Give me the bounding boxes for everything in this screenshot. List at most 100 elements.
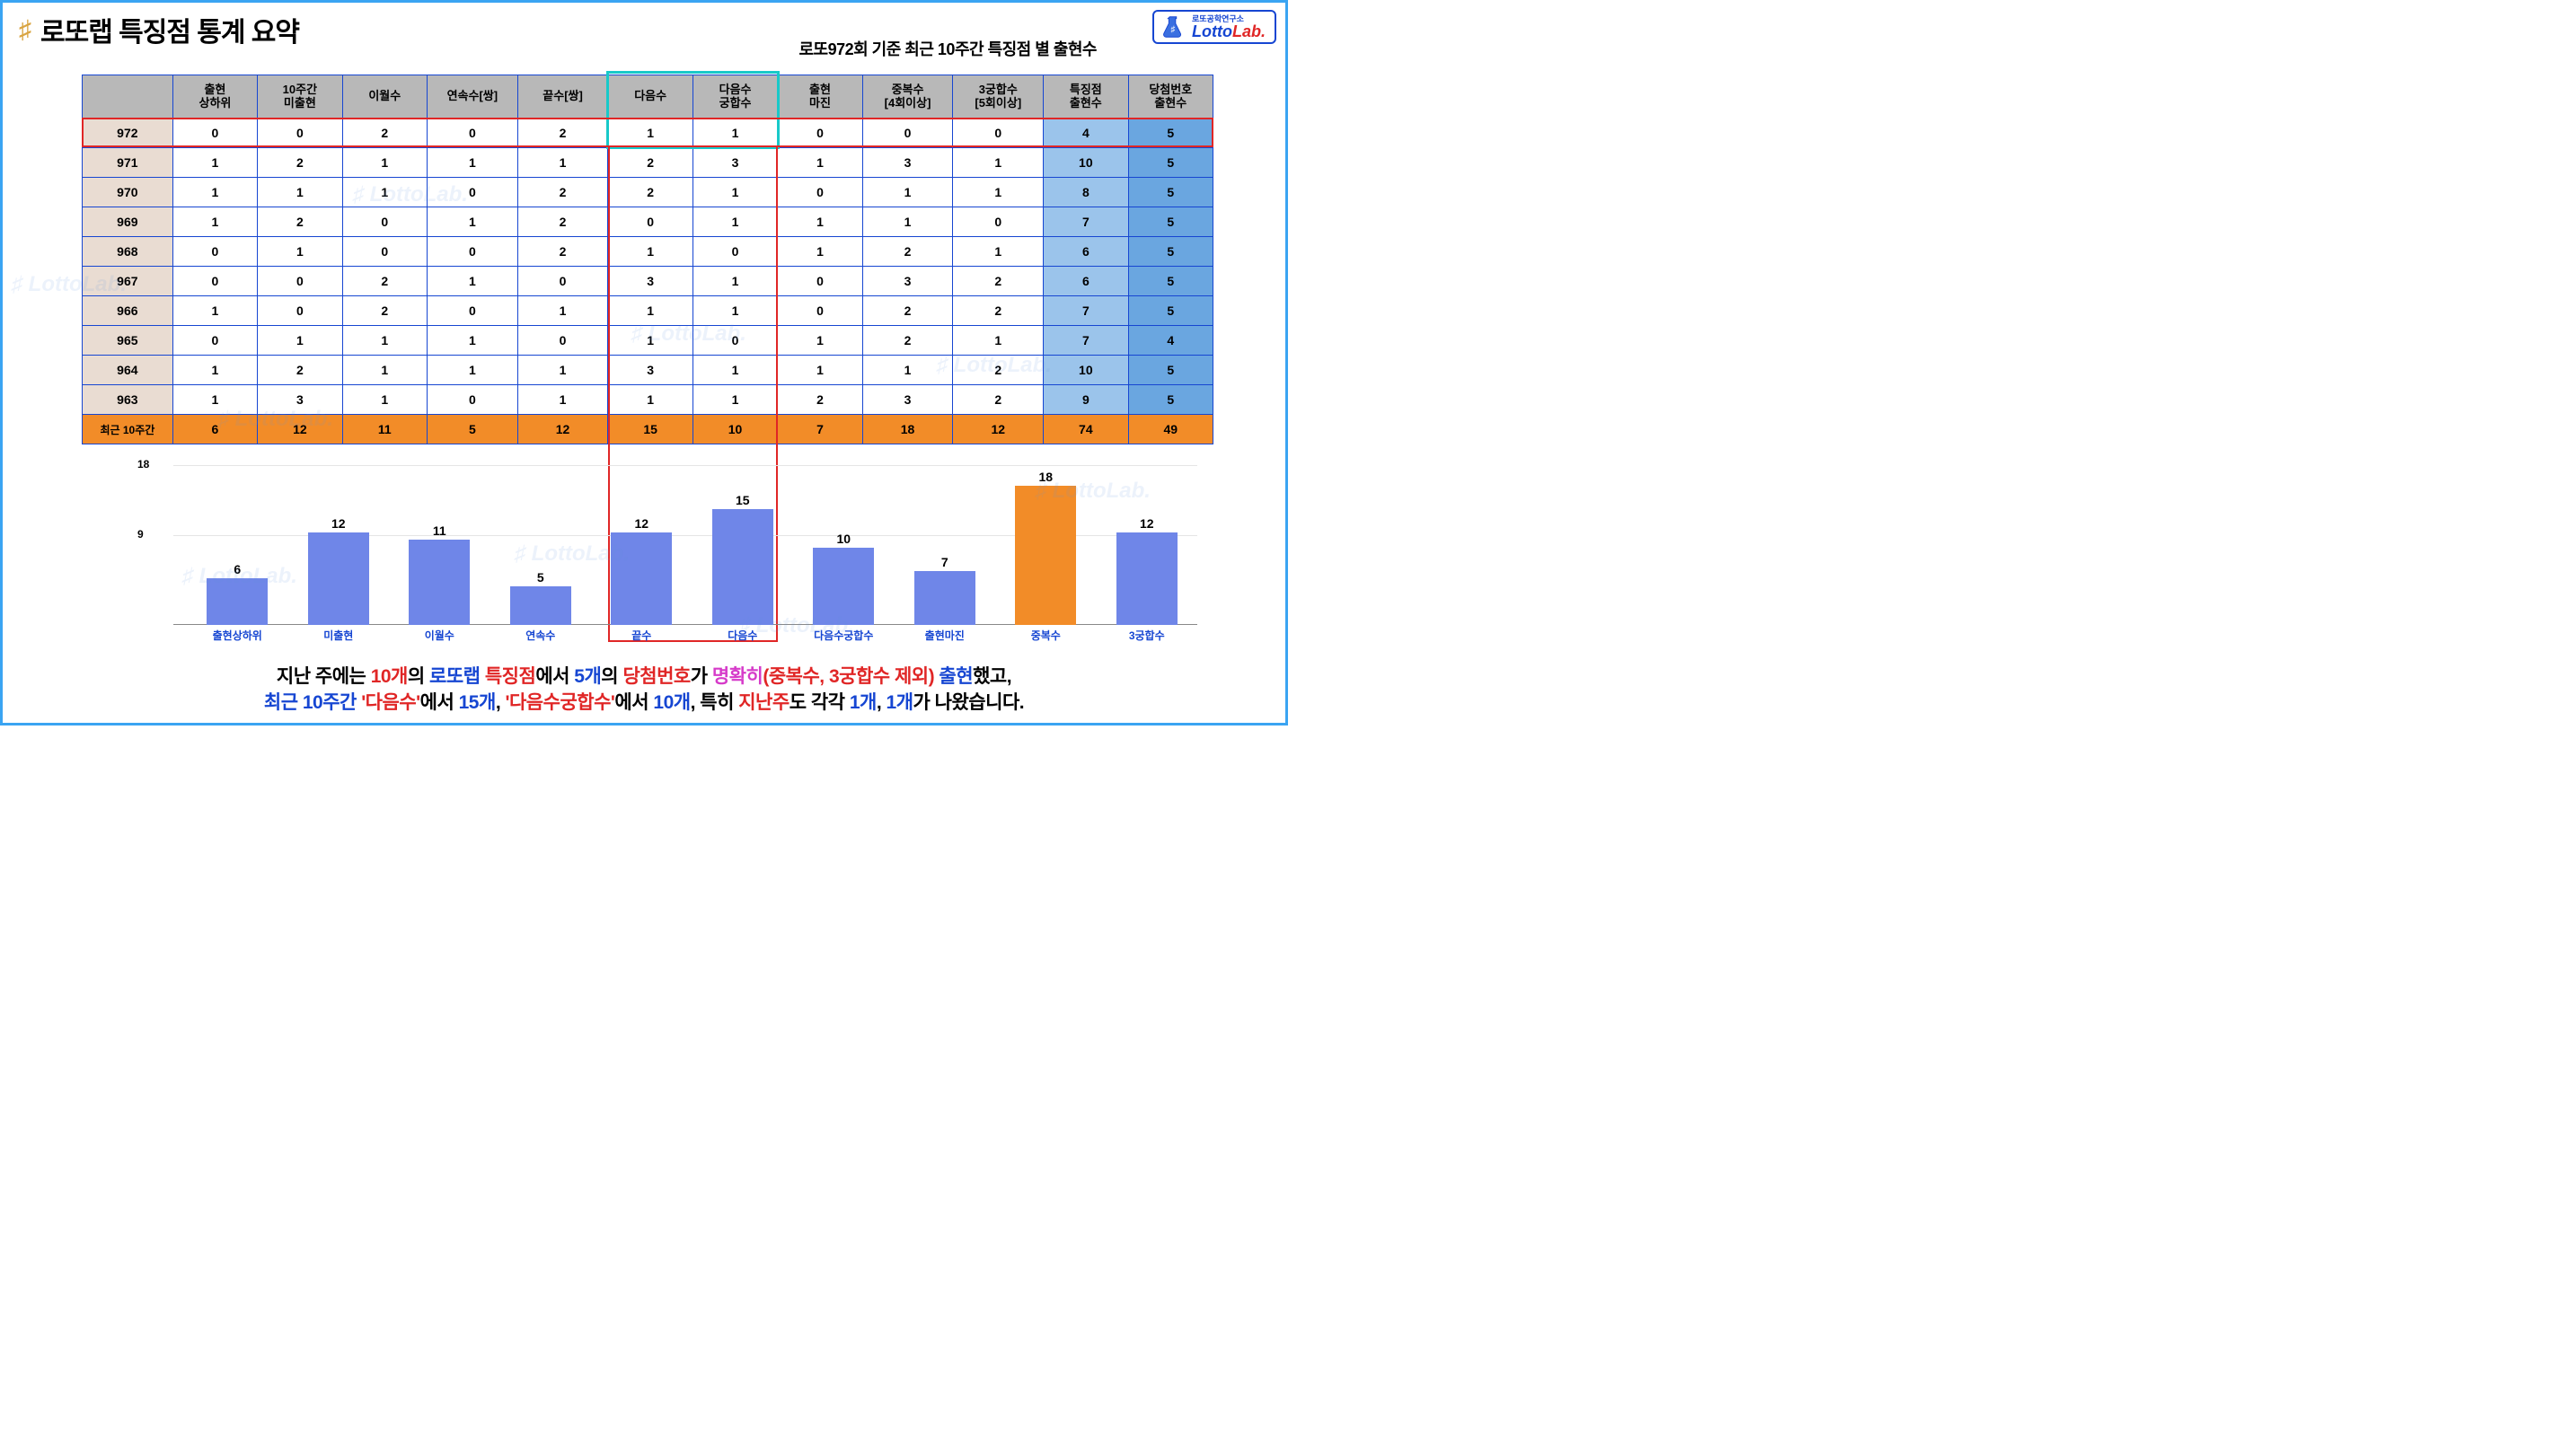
row-round-label: 964 (83, 356, 173, 385)
table-cell: 1 (427, 356, 517, 385)
table-col-header: 특징점출현수 (1044, 75, 1128, 119)
bar-category-label: 이월수 (425, 628, 454, 643)
table-cell: 1 (953, 178, 1044, 207)
footer-text: 지난 주에는 10개의 로또랩 특징점에서 5개의 당첨번호가 명확히(중복수,… (3, 664, 1285, 716)
table-cell: 3 (258, 385, 342, 415)
table-cell: 1 (693, 267, 777, 296)
row-round-label: 965 (83, 326, 173, 356)
table-cell: 3 (862, 148, 953, 178)
table-cell: 1 (342, 385, 427, 415)
bar-value-label: 12 (634, 516, 648, 531)
footer-segment: 10개 (371, 666, 408, 687)
table-footer: 최근 10주간612115121510718127449 (83, 415, 1213, 444)
row-round-label: 968 (83, 237, 173, 267)
table-cell: 2 (953, 385, 1044, 415)
bar (914, 571, 975, 625)
table-cell: 9 (1044, 385, 1128, 415)
table-cell: 0 (342, 207, 427, 237)
footer-segment: 지난 주에는 (277, 666, 371, 687)
table-cell: 7 (1044, 326, 1128, 356)
footer-segment: '다음수궁합수' (505, 692, 614, 713)
bar-slot: 18중복수 (995, 465, 1097, 625)
table-row: 967002103103265 (83, 267, 1213, 296)
table-cell: 5 (1128, 356, 1213, 385)
footer-segment: 했고, (973, 666, 1011, 687)
table-cell: 2 (258, 356, 342, 385)
table-cell: 1 (608, 296, 693, 326)
table-cell: 4 (1128, 326, 1213, 356)
table-cell: 1 (862, 178, 953, 207)
table-cell: 2 (258, 148, 342, 178)
table-cell: 1 (517, 385, 608, 415)
table-cell: 0 (427, 237, 517, 267)
bar-category-label: 미출현 (323, 628, 353, 643)
table-cell: 2 (608, 148, 693, 178)
table-cell: 0 (953, 119, 1044, 148)
table-cell: 2 (862, 296, 953, 326)
bar-value-label: 11 (433, 523, 446, 538)
bar (308, 532, 369, 625)
subtitle: 로또972회 기준 최근 10주간 특징점 별 출현수 (798, 37, 1097, 60)
bar-category-label: 끝수 (631, 628, 651, 643)
footer-cell: 12 (517, 415, 608, 444)
table-col-header: 3궁합수[5회이상] (953, 75, 1044, 119)
table-cell: 1 (172, 207, 257, 237)
table-col-header: 당첨번호출현수 (1128, 75, 1213, 119)
footer-segment: 의 (408, 666, 429, 687)
table-cell: 1 (258, 178, 342, 207)
row-round-label: 972 (83, 119, 173, 148)
footer-segment: 10개 (653, 692, 690, 713)
svg-text:♯: ♯ (1171, 25, 1176, 34)
table-col-header (83, 75, 173, 119)
table-cell: 1 (427, 207, 517, 237)
table-cell: 0 (778, 119, 862, 148)
page-title: 로또랩 특징점 통계 요약 (40, 10, 299, 49)
bar (813, 548, 874, 625)
table-col-header: 중복수[4회이상] (862, 75, 953, 119)
bar-slot: 15다음수 (693, 465, 794, 625)
row-round-label: 970 (83, 178, 173, 207)
bar-slot: 123궁합수 (1097, 465, 1198, 625)
table-cell: 1 (778, 207, 862, 237)
table-cell: 5 (1128, 207, 1213, 237)
table-cell: 1 (778, 237, 862, 267)
chart-ytick-label: 9 (137, 528, 144, 541)
table-col-header: 다음수궁합수 (693, 75, 777, 119)
table-cell: 6 (1044, 237, 1128, 267)
table-cell: 1 (172, 385, 257, 415)
footer-segment: 로또랩 (429, 666, 485, 687)
bar-slot: 11이월수 (389, 465, 490, 625)
table-col-header: 연속수[쌍] (427, 75, 517, 119)
table-cell: 0 (693, 326, 777, 356)
table-cell: 0 (172, 326, 257, 356)
table-row: 965011101012174 (83, 326, 1213, 356)
stats-table: 출현상하위10주간미출현이월수연속수[쌍]끝수[쌍]다음수다음수궁합수출현마진중… (82, 75, 1213, 444)
table-cell: 0 (778, 296, 862, 326)
footer-segment: 명확히 (712, 666, 763, 687)
table-cell: 0 (258, 296, 342, 326)
footer-segment: 에서 (614, 692, 653, 713)
table-cell: 4 (1044, 119, 1128, 148)
logo-main-a: Lotto (1192, 22, 1232, 40)
table-cell: 1 (953, 237, 1044, 267)
table-cell: 8 (1044, 178, 1128, 207)
bar-value-label: 15 (736, 493, 750, 507)
table-cell: 2 (342, 296, 427, 326)
table-cell: 1 (342, 356, 427, 385)
footer-segment: 에서 (420, 692, 459, 713)
bar (1116, 532, 1178, 625)
bar (611, 532, 672, 625)
table-cell: 1 (172, 296, 257, 326)
table-cell: 2 (517, 178, 608, 207)
table-cell: 2 (517, 207, 608, 237)
table-col-header: 출현상하위 (172, 75, 257, 119)
table-cell: 0 (258, 267, 342, 296)
footer-segment: , 특히 (691, 692, 739, 713)
footer-cell: 18 (862, 415, 953, 444)
footer-segment: 1개 (887, 692, 913, 713)
footer-segment: 지난주 (738, 692, 789, 713)
table-cell: 5 (1128, 267, 1213, 296)
table-cell: 10 (1044, 356, 1128, 385)
footer-segment: 최근 10주간 (264, 692, 361, 713)
table-cell: 1 (608, 237, 693, 267)
